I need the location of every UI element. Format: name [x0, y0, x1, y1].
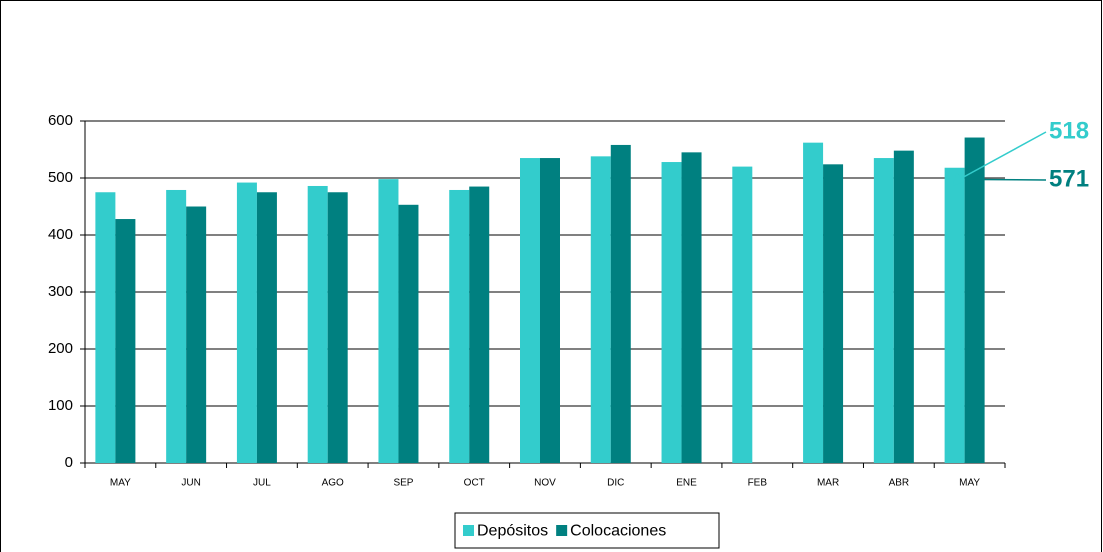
bar	[732, 166, 753, 463]
y-tick-label: 0	[65, 454, 73, 471]
bar	[327, 192, 348, 463]
x-tick-label: FEB	[748, 478, 768, 489]
legend-swatch	[556, 525, 568, 536]
legend-swatch	[463, 525, 474, 536]
y-tick-label: 400	[48, 226, 73, 243]
y-tick-label: 300	[48, 283, 73, 300]
bar	[803, 142, 824, 463]
bar	[944, 167, 965, 464]
x-tick-label: AGO	[322, 478, 344, 489]
bar	[398, 204, 419, 464]
callout-label: 518	[1049, 117, 1089, 144]
bar	[166, 189, 187, 463]
x-tick-label: NOV	[534, 478, 556, 489]
callout-line	[958, 131, 1047, 181]
x-tick-label: DIC	[607, 478, 624, 489]
bar	[186, 206, 207, 463]
bar	[661, 162, 682, 464]
bar	[378, 179, 399, 463]
bar	[540, 158, 560, 464]
bar	[469, 186, 490, 464]
x-tick-label: OCT	[464, 478, 485, 489]
bar	[893, 150, 914, 463]
callout-arrow	[952, 172, 965, 186]
bar	[590, 156, 611, 463]
y-tick-label: 200	[48, 340, 73, 357]
bar	[256, 192, 277, 463]
bar	[115, 219, 136, 463]
bar	[964, 137, 985, 463]
bar	[873, 158, 894, 464]
callout-label: 571	[1049, 165, 1089, 192]
x-tick-label: JUL	[253, 478, 271, 489]
callout-arrow	[972, 172, 985, 186]
bar	[95, 192, 116, 463]
y-tick-label: 100	[48, 397, 73, 414]
x-tick-label: SEP	[393, 478, 413, 489]
x-tick-label: MAR	[817, 478, 839, 489]
bar	[449, 189, 470, 463]
x-tick-label: MAY	[110, 478, 131, 489]
bar	[520, 158, 540, 464]
y-tick-label: 600	[48, 112, 73, 129]
bar	[307, 185, 328, 464]
bar	[610, 144, 631, 463]
bar	[823, 164, 844, 463]
x-tick-label: ABR	[889, 478, 910, 489]
bar	[681, 152, 702, 463]
x-tick-label: JUN	[181, 478, 200, 489]
x-tick-label: ENE	[676, 478, 697, 489]
legend-label: Colocaciones	[570, 523, 666, 540]
y-tick-label: 500	[48, 169, 73, 186]
legend-box	[454, 512, 720, 549]
legend-label: Depósitos	[477, 523, 548, 540]
x-tick-label: MAY	[959, 478, 980, 489]
bar	[236, 182, 257, 463]
